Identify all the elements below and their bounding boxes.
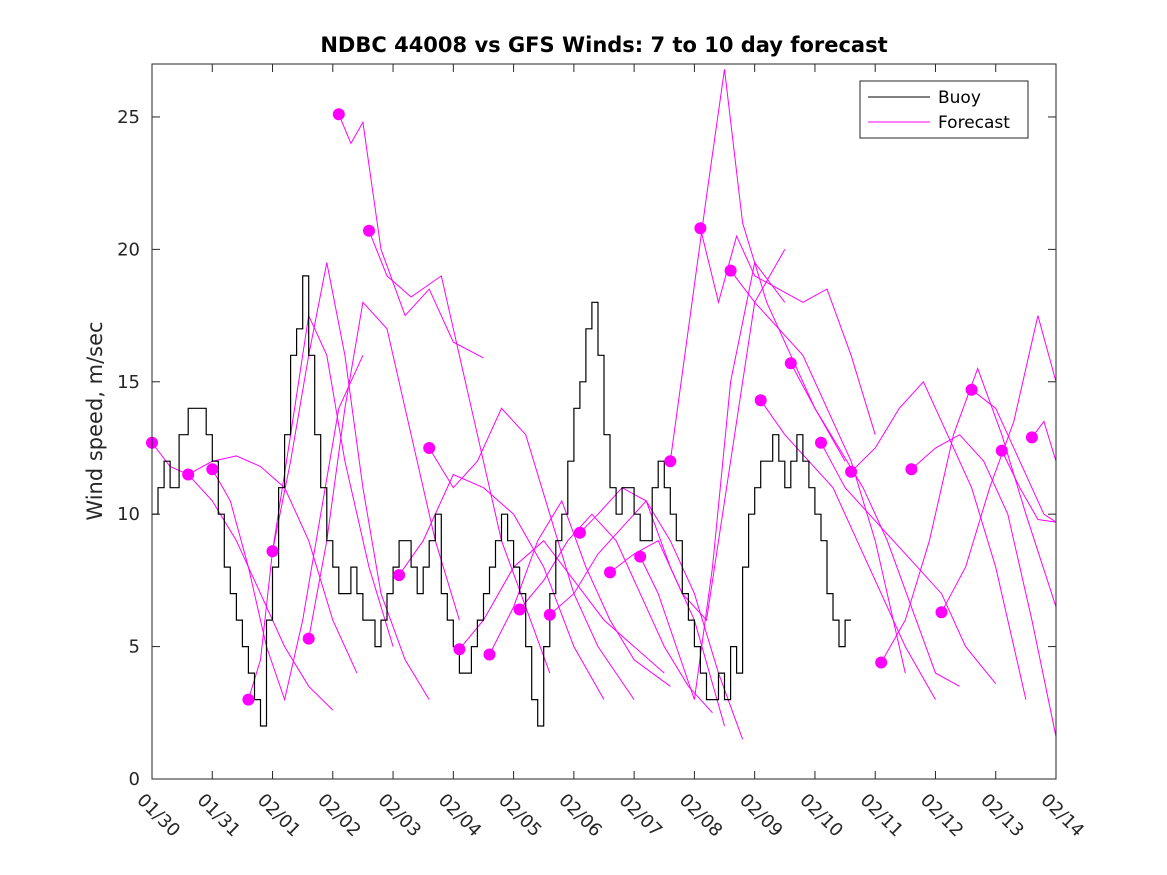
forecast-start-marker-3 bbox=[206, 463, 219, 476]
legend-buoy-label: Buoy bbox=[938, 88, 981, 108]
y-tick-label: 15 bbox=[117, 372, 140, 393]
forecast-start-marker-24 bbox=[845, 465, 858, 478]
y-tick-label: 5 bbox=[129, 637, 140, 658]
forecast-start-marker-25 bbox=[875, 656, 888, 669]
forecast-markers-group bbox=[146, 108, 1038, 706]
forecast-series-group bbox=[152, 69, 1056, 740]
forecast-start-marker-7 bbox=[332, 108, 345, 121]
forecast-line-11 bbox=[459, 539, 665, 674]
forecast-line-26 bbox=[911, 434, 1056, 737]
forecast-start-marker-27 bbox=[935, 606, 948, 619]
forecast-line-17 bbox=[639, 261, 786, 700]
forecast-line-28 bbox=[971, 389, 1056, 523]
forecast-start-marker-20 bbox=[724, 264, 737, 277]
y-tick-label: 20 bbox=[117, 239, 140, 260]
y-tick-label: 25 bbox=[117, 107, 140, 128]
forecast-start-marker-13 bbox=[513, 603, 526, 616]
forecast-line-23 bbox=[820, 442, 997, 685]
forecast-line-25 bbox=[880, 367, 1056, 663]
forecast-start-marker-10 bbox=[423, 442, 436, 454]
y-tick-label: 10 bbox=[117, 504, 140, 525]
forecast-line-10 bbox=[428, 407, 635, 700]
forecast-start-marker-21 bbox=[754, 394, 767, 407]
forecast-line-24 bbox=[850, 380, 1027, 700]
y-tick-label: 0 bbox=[129, 769, 140, 790]
forecast-start-marker-16 bbox=[604, 566, 616, 579]
forecast-start-marker-17 bbox=[634, 550, 647, 563]
forecast-line-9 bbox=[398, 473, 605, 700]
forecast-start-marker-8 bbox=[363, 224, 375, 237]
forecast-start-marker-30 bbox=[1025, 431, 1038, 444]
forecast-start-marker-4 bbox=[242, 693, 255, 706]
forecast-line-20 bbox=[730, 270, 906, 674]
forecast-line-13 bbox=[519, 513, 713, 714]
forecast-start-marker-6 bbox=[302, 632, 315, 645]
forecast-start-marker-12 bbox=[483, 648, 496, 661]
forecast-line-1 bbox=[152, 442, 334, 711]
forecast-line-18 bbox=[669, 69, 846, 462]
forecast-start-marker-14 bbox=[543, 608, 556, 621]
forecast-start-marker-28 bbox=[965, 383, 978, 396]
forecast-line-5 bbox=[272, 262, 430, 700]
forecast-start-marker-9 bbox=[393, 569, 406, 582]
forecast-line-21 bbox=[760, 400, 936, 700]
forecast-start-marker-22 bbox=[784, 357, 797, 370]
forecast-line-2 bbox=[187, 455, 358, 674]
forecast-start-marker-15 bbox=[573, 526, 586, 539]
legend-box bbox=[859, 80, 1029, 139]
legend-forecast-label: Forecast bbox=[938, 113, 1010, 133]
forecast-start-marker-29 bbox=[995, 444, 1008, 457]
legend: Buoy Forecast bbox=[859, 80, 1029, 139]
forecast-line-19 bbox=[699, 228, 876, 435]
forecast-start-marker-19 bbox=[694, 222, 707, 235]
buoy-line bbox=[152, 275, 852, 727]
forecast-start-marker-26 bbox=[905, 463, 918, 476]
forecast-line-7 bbox=[338, 114, 484, 359]
forecast-line-15 bbox=[579, 487, 744, 740]
forecast-line-8 bbox=[368, 230, 551, 674]
forecast-line-22 bbox=[790, 362, 960, 687]
chart-title: NDBC 44008 vs GFS Winds: 7 to 10 day for… bbox=[320, 33, 887, 57]
forecast-start-marker-11 bbox=[453, 643, 466, 656]
forecast-start-marker-2 bbox=[182, 468, 195, 481]
forecast-start-marker-5 bbox=[266, 545, 279, 558]
forecast-line-29 bbox=[1001, 450, 1056, 523]
plot-frame bbox=[151, 63, 1057, 780]
y-axis-label: Wind speed, m/sec bbox=[83, 321, 107, 520]
forecast-line-3 bbox=[211, 355, 364, 702]
forecast-start-marker-23 bbox=[815, 436, 827, 449]
y-axis: 0 5 10 15 20 25 bbox=[117, 107, 1056, 790]
forecast-start-marker-18 bbox=[664, 455, 677, 468]
forecast-line-30 bbox=[1031, 420, 1056, 462]
buoy-series-group bbox=[152, 275, 852, 727]
